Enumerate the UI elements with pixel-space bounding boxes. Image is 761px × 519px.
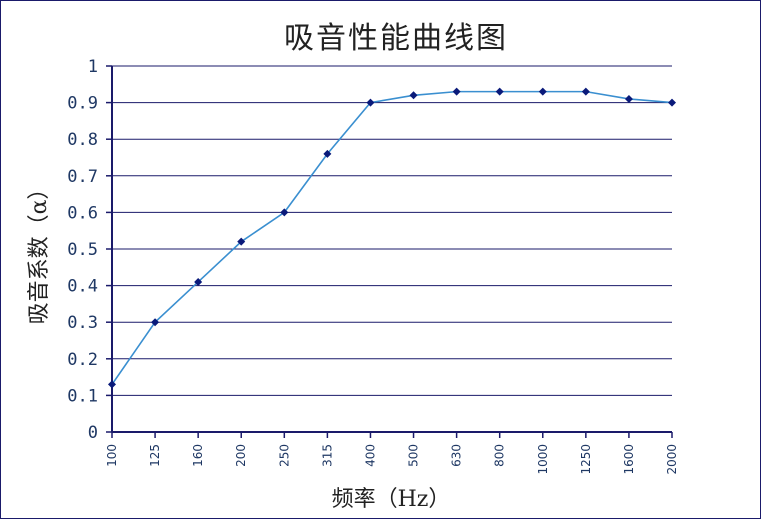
x-tick-label: 315: [320, 444, 334, 467]
data-point: [323, 149, 332, 158]
x-tick-label: 250: [277, 444, 291, 467]
x-tick-label: 400: [363, 444, 377, 467]
y-tick-label: 0.6: [67, 203, 98, 223]
y-axis-label: 吸音系数（α）: [27, 177, 52, 325]
y-tick-label: 0.4: [67, 277, 98, 297]
x-tick-label: 160: [191, 444, 205, 467]
data-point: [409, 91, 418, 100]
x-tick-label: 125: [148, 444, 162, 467]
x-tick-label: 1250: [579, 444, 593, 475]
data-point: [581, 87, 590, 96]
y-tick-label: 0.8: [67, 130, 98, 150]
x-tick-label: 500: [407, 444, 421, 467]
y-tick-label: 0.3: [67, 313, 98, 333]
data-point: [624, 94, 633, 103]
y-tick-label: 0.1: [67, 386, 98, 406]
data-point: [366, 98, 375, 107]
x-tick-label: 100: [105, 444, 119, 467]
data-point: [668, 98, 676, 107]
x-axis-label: 频率（Hz）: [331, 487, 451, 512]
data-point: [237, 237, 246, 246]
y-tick-label: 0.7: [67, 167, 98, 187]
x-tick-label: 2000: [665, 444, 679, 475]
y-tick-label: 0.9: [67, 94, 98, 114]
x-tick-label: 1000: [536, 444, 550, 475]
data-point: [151, 318, 160, 327]
y-tick-label: 0: [88, 423, 98, 443]
chart-title: 吸音性能曲线图: [284, 21, 508, 56]
x-tick-label: 630: [450, 444, 464, 467]
data-point: [108, 380, 116, 389]
x-tick-label: 1600: [622, 444, 636, 475]
data-point: [452, 87, 461, 96]
y-tick-label: 1: [88, 57, 98, 77]
y-tick-label: 0.5: [67, 240, 98, 260]
x-tick-label: 800: [493, 444, 507, 467]
data-point: [495, 87, 504, 96]
y-tick-label: 0.2: [67, 350, 98, 370]
data-point: [538, 87, 547, 96]
data-point: [280, 208, 289, 217]
data-point: [194, 277, 203, 286]
x-tick-label: 200: [234, 444, 248, 467]
series-line: [111, 90, 673, 385]
